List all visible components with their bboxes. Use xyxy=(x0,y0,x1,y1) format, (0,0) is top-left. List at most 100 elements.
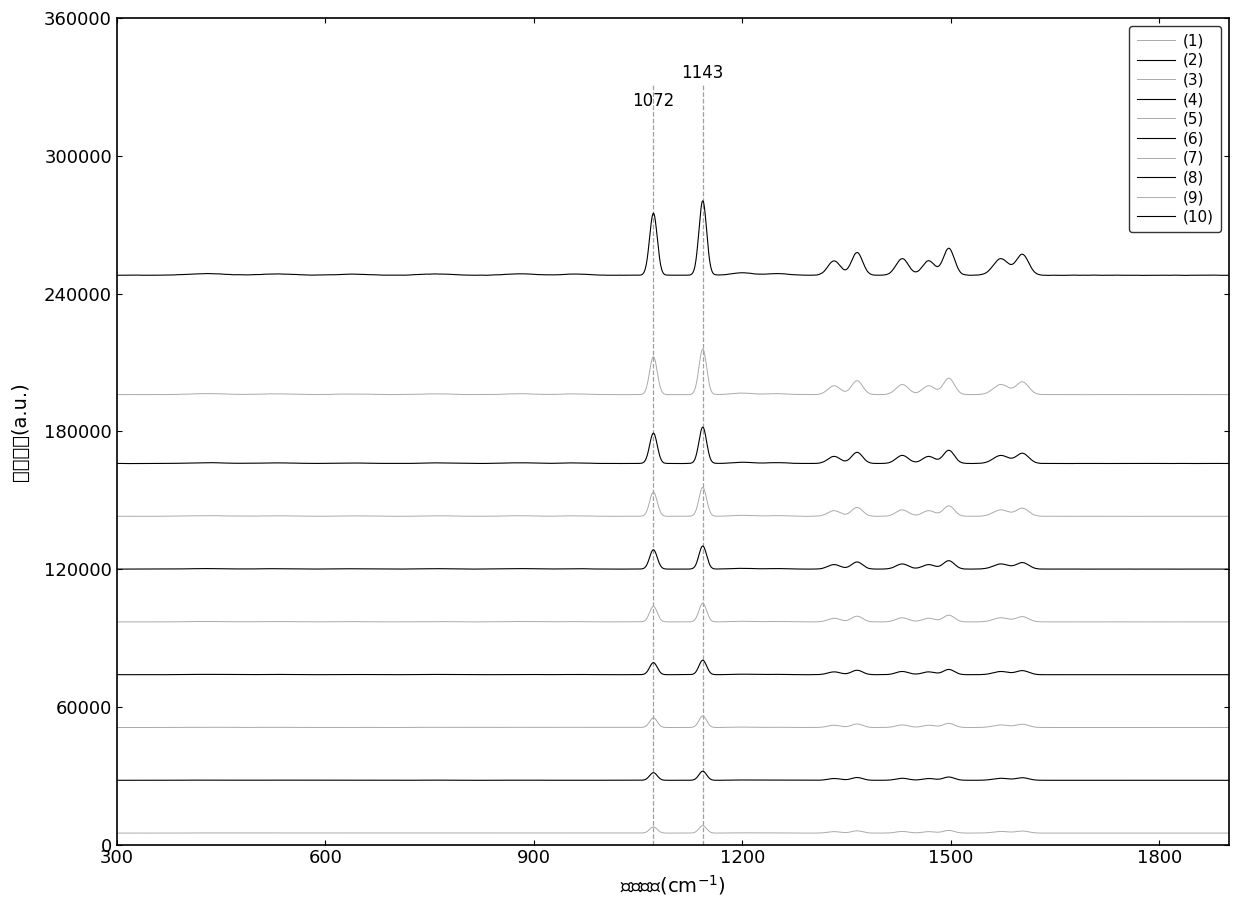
(10) xyxy=(776,269,791,280)
(8) xyxy=(311,458,326,469)
(3) xyxy=(1200,722,1215,733)
(6) xyxy=(311,564,326,575)
(10) xyxy=(109,270,124,281)
(3) xyxy=(1221,722,1236,733)
(7) xyxy=(109,511,124,522)
(2) xyxy=(1221,775,1236,785)
(6) xyxy=(1221,564,1236,575)
(8) xyxy=(776,458,791,469)
(8) xyxy=(109,458,124,469)
Line: (9): (9) xyxy=(117,350,1229,395)
(5) xyxy=(833,614,848,625)
(3) xyxy=(696,710,711,721)
(1) xyxy=(1221,827,1236,838)
(9) xyxy=(1052,390,1066,400)
(9) xyxy=(534,389,549,400)
(6) xyxy=(696,540,711,551)
(4) xyxy=(109,669,124,680)
(3) xyxy=(1024,721,1039,732)
(9) xyxy=(696,344,711,355)
(10) xyxy=(1136,270,1151,281)
Line: (6): (6) xyxy=(117,546,1229,569)
(9) xyxy=(1024,385,1039,396)
Line: (8): (8) xyxy=(117,427,1229,464)
(6) xyxy=(1024,561,1039,572)
(4) xyxy=(1221,669,1236,680)
(8) xyxy=(833,454,848,465)
Line: (5): (5) xyxy=(117,603,1229,622)
(6) xyxy=(940,556,955,567)
(1) xyxy=(696,820,711,831)
(10) xyxy=(833,261,848,271)
(10) xyxy=(696,195,711,206)
Line: (10): (10) xyxy=(117,201,1229,275)
(7) xyxy=(311,511,326,522)
Text: 1143: 1143 xyxy=(682,64,724,83)
(9) xyxy=(940,374,955,385)
(6) xyxy=(1172,564,1187,575)
(2) xyxy=(833,774,848,785)
(7) xyxy=(833,508,848,518)
(8) xyxy=(696,421,711,432)
Text: 1072: 1072 xyxy=(632,92,675,110)
(5) xyxy=(311,617,326,627)
(10) xyxy=(1024,262,1039,273)
(1) xyxy=(109,828,124,839)
(6) xyxy=(534,564,549,575)
(8) xyxy=(534,458,549,469)
(6) xyxy=(776,563,791,574)
Y-axis label: 拉曼强度(a.u.): 拉曼强度(a.u.) xyxy=(11,382,30,480)
(10) xyxy=(1221,270,1236,281)
(1) xyxy=(776,827,791,838)
(1) xyxy=(534,827,549,838)
(2) xyxy=(696,765,711,776)
(7) xyxy=(776,510,791,521)
(2) xyxy=(1024,774,1039,785)
(5) xyxy=(940,610,955,621)
(1) xyxy=(311,827,326,838)
(4) xyxy=(940,665,955,676)
(4) xyxy=(696,655,711,666)
(2) xyxy=(534,775,549,785)
Line: (1): (1) xyxy=(117,825,1229,834)
(3) xyxy=(109,722,124,733)
Line: (3): (3) xyxy=(117,716,1229,727)
(5) xyxy=(776,617,791,627)
(2) xyxy=(776,775,791,785)
(10) xyxy=(534,270,549,281)
(4) xyxy=(776,669,791,680)
(2) xyxy=(940,772,955,783)
(7) xyxy=(1187,511,1202,522)
(7) xyxy=(696,482,711,493)
(3) xyxy=(940,718,955,729)
(2) xyxy=(109,775,124,785)
(9) xyxy=(109,390,124,400)
(7) xyxy=(534,510,549,521)
(8) xyxy=(1221,458,1236,469)
(9) xyxy=(776,389,791,400)
(8) xyxy=(940,446,955,457)
(3) xyxy=(311,722,326,733)
(5) xyxy=(1221,617,1236,627)
X-axis label: 拉曼位移(cm$^{-1}$): 拉曼位移(cm$^{-1}$) xyxy=(620,873,725,897)
(9) xyxy=(1221,390,1236,400)
(8) xyxy=(1064,459,1079,469)
(1) xyxy=(1024,827,1039,838)
(3) xyxy=(833,721,848,732)
(1) xyxy=(833,827,848,838)
(10) xyxy=(311,270,326,281)
(6) xyxy=(109,564,124,575)
(2) xyxy=(1176,775,1190,785)
(5) xyxy=(1135,617,1149,627)
(4) xyxy=(534,669,549,680)
(9) xyxy=(833,383,848,394)
(1) xyxy=(140,828,155,839)
(9) xyxy=(311,390,326,400)
(10) xyxy=(940,244,955,255)
(7) xyxy=(1221,511,1236,522)
(7) xyxy=(940,501,955,512)
(5) xyxy=(534,617,549,627)
(2) xyxy=(311,775,326,785)
Line: (2): (2) xyxy=(117,771,1229,780)
(3) xyxy=(534,722,549,733)
